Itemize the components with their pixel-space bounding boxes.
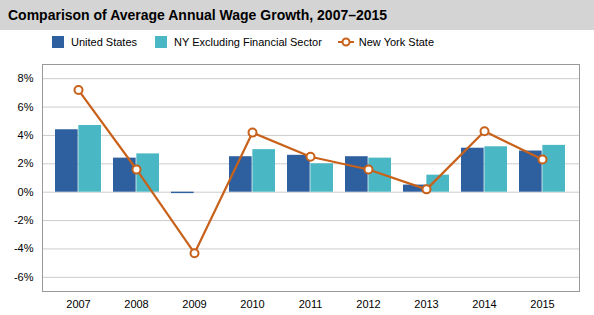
svg-text:2011: 2011 xyxy=(299,298,323,310)
html-text:United States: United States xyxy=(71,36,137,48)
svg-text:2015: 2015 xyxy=(530,298,554,310)
svg-text:2012: 2012 xyxy=(356,298,380,310)
svg-text:2008: 2008 xyxy=(124,298,148,310)
svg-text:2%: 2% xyxy=(18,157,34,169)
svg-text:0%: 0% xyxy=(18,186,34,198)
html-text:NY Excluding Financial Sector: NY Excluding Financial Sector xyxy=(174,36,322,48)
svg-text:2013: 2013 xyxy=(414,298,438,310)
svg-text:-2%: -2% xyxy=(14,214,34,226)
svg-text:2014: 2014 xyxy=(472,298,496,310)
svg-text:-6%: -6% xyxy=(14,271,34,283)
svg-text:4%: 4% xyxy=(18,129,34,141)
svg-text:2009: 2009 xyxy=(182,298,206,310)
html-text:New York State: New York State xyxy=(358,36,434,48)
svg-text:2007: 2007 xyxy=(66,298,90,310)
svg-text:6%: 6% xyxy=(18,101,34,113)
html-text:Comparison of Average Annual W: Comparison of Average Annual Wage Growth… xyxy=(8,7,388,23)
svg-text:8%: 8% xyxy=(18,72,34,84)
svg-text:-4%: -4% xyxy=(14,242,34,254)
svg-text:2010: 2010 xyxy=(240,298,264,310)
